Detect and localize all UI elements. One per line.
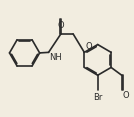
- Text: NH: NH: [49, 53, 62, 62]
- Text: O: O: [122, 91, 129, 100]
- Text: Br: Br: [93, 93, 102, 102]
- Text: O: O: [85, 42, 92, 51]
- Text: O: O: [57, 21, 64, 30]
